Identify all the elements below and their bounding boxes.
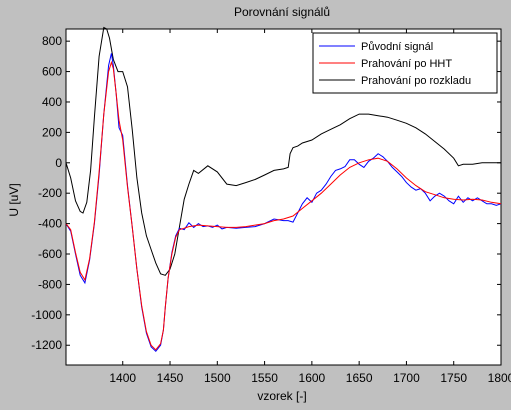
y-tick-label: -600 xyxy=(38,247,62,261)
legend-label: Původní signál xyxy=(361,41,433,53)
legend: Původní signál Prahování po HHT Prahování … xyxy=(312,32,498,94)
y-tick-label: 800 xyxy=(42,34,62,48)
y-axis-label: U [uV] xyxy=(7,183,21,216)
x-tick-label: 1550 xyxy=(251,371,278,385)
y-axis: 800 600 400 200 0 -200 -400 -600 -800 -1000 -1200 xyxy=(31,34,501,352)
y-tick-label: -800 xyxy=(38,277,62,291)
series-group xyxy=(65,26,502,353)
y-tick-label: 0 xyxy=(55,156,62,170)
series-line-1 xyxy=(65,60,502,351)
y-tick-label: -1000 xyxy=(31,308,62,322)
y-tick-label: -400 xyxy=(38,217,62,231)
x-tick-label: 1700 xyxy=(393,371,420,385)
plot-area: 1400 1450 1500 1550 1600 1650 1700 1750 1800 800… xyxy=(31,26,511,385)
y-tick-label: 600 xyxy=(42,65,62,79)
y-tick-label: 400 xyxy=(42,95,62,109)
legend-label: Prahování po rozkladu xyxy=(361,75,471,87)
y-tick-label: -1200 xyxy=(31,338,62,352)
x-axis: 1400 1450 1500 1550 1600 1650 1700 1750 1800 xyxy=(109,29,511,385)
x-tick-label: 1400 xyxy=(109,371,136,385)
x-axis-label: vzorek [-] xyxy=(257,389,306,403)
x-tick-label: 1800 xyxy=(488,371,511,385)
series-line-2 xyxy=(65,26,501,276)
y-tick-label: -200 xyxy=(38,186,62,200)
x-tick-label: 1600 xyxy=(299,371,326,385)
x-tick-label: 1450 xyxy=(157,371,184,385)
x-tick-label: 1650 xyxy=(346,371,373,385)
y-tick-label: 200 xyxy=(42,125,62,139)
legend-label: Prahování po HHT xyxy=(361,58,452,70)
chart-title: Porovnání signálů xyxy=(234,5,330,19)
x-tick-label: 1750 xyxy=(440,371,467,385)
x-tick-label: 1500 xyxy=(204,371,231,385)
